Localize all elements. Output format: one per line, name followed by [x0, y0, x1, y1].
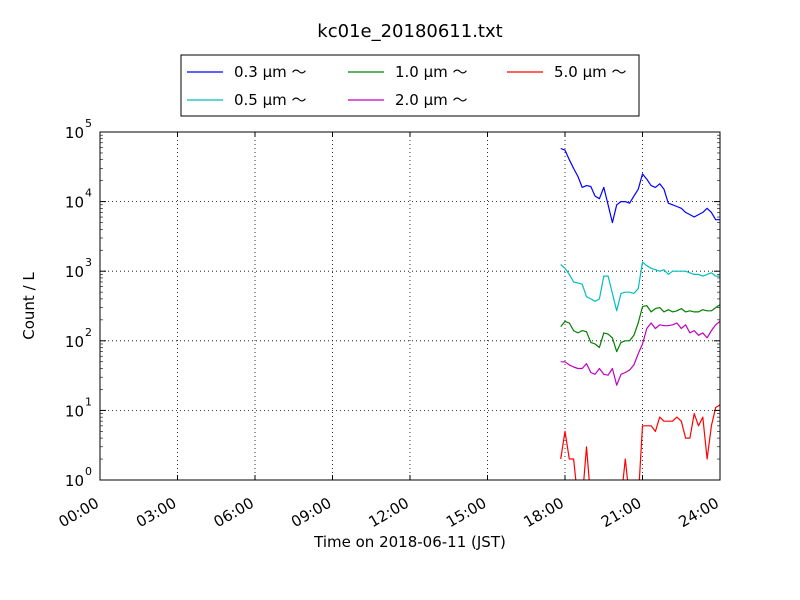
legend-frame: [180, 54, 640, 117]
series-group: [560, 147, 720, 480]
series-line-2: [560, 304, 720, 353]
y-tick-base: 10: [65, 194, 84, 212]
y-tick-label: 10: [65, 472, 84, 490]
legend-label-3: 2.0 μm ～: [395, 91, 468, 109]
series-line-1: [560, 261, 720, 312]
y-tick-label: 10: [65, 124, 84, 142]
y-tick-exponent: 2: [85, 326, 92, 339]
legend-label-1: 0.5 μm ～: [234, 91, 307, 109]
y-tick-base: 10: [65, 472, 84, 490]
y-tick-exponent: 4: [85, 187, 92, 200]
x-axis-label: Time on 2018-06-11 (JST): [313, 533, 506, 551]
y-tick-base: 10: [65, 333, 84, 351]
series-line-3: [560, 320, 720, 386]
y-tick-label: 10: [65, 194, 84, 212]
legend-label-0: 0.3 μm ～: [234, 63, 307, 81]
legend: 0.3 μm ～ 0.5 μm ～ 1.0 μm ～ 2.0 μm ～ 5.0 μm ～: [180, 54, 640, 117]
y-axis-label: Count / L: [20, 272, 38, 340]
y-tick-exponent: 5: [85, 117, 92, 130]
series-line-0: [560, 147, 720, 224]
y-tick-base: 10: [65, 263, 84, 281]
y-tick-base: 10: [65, 402, 84, 420]
y-tick-base: 10: [65, 124, 84, 142]
legend-label-2: 1.0 μm ～: [395, 63, 468, 81]
chart-title: kc01e_20180611.txt: [317, 21, 502, 42]
y-tick-exponent: 0: [85, 465, 92, 478]
series-line-4: [560, 404, 720, 480]
y-tick-label: 10: [65, 333, 84, 351]
y-tick-label: 10: [65, 263, 84, 281]
y-tick-exponent: 3: [85, 256, 92, 269]
legend-label-4: 5.0 μm ～: [554, 63, 627, 81]
ticks: [99, 131, 721, 481]
y-tick-exponent: 1: [85, 395, 92, 408]
y-tick-label: 10: [65, 402, 84, 420]
